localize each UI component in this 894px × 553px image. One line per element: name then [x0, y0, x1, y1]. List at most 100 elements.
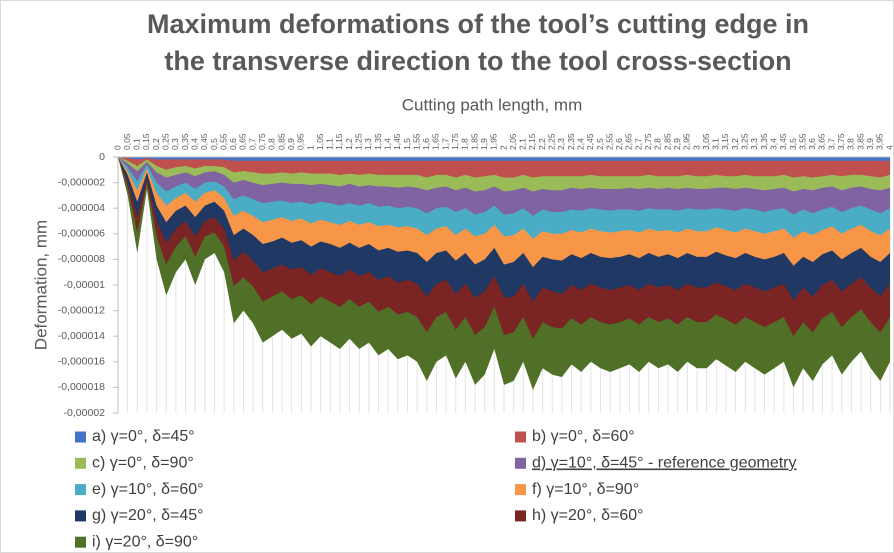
y-tick-label: -0,00002 [64, 407, 106, 419]
x-tick-label: 2,15 [527, 133, 537, 150]
y-tick-label: -0,000004 [58, 202, 105, 214]
x-tick-label: 2,85 [662, 133, 672, 150]
legend-label: h) γ=20°, δ=60° [532, 507, 644, 524]
x-tick-label: 1,75 [450, 133, 460, 150]
x-tick-label: 0,85 [276, 133, 286, 150]
area [118, 157, 890, 161]
legend-label: f) γ=10°, δ=90° [532, 481, 639, 498]
x-tick-label: 3,8 [846, 138, 856, 150]
x-tick-label: 0,35 [180, 133, 190, 150]
x-tick-label: 2,4 [575, 138, 585, 150]
legend-swatch [75, 457, 86, 469]
x-tick-label: 0,6 [228, 138, 238, 150]
x-tick-label: 3,75 [836, 133, 846, 150]
x-axis-title: Cutting path length, mm [402, 95, 582, 114]
x-tick-label: 0,4 [189, 138, 199, 150]
x-tick-label: 3,35 [759, 133, 769, 150]
x-tick-label: 0 [112, 145, 122, 150]
x-tick-label: 3,25 [740, 133, 750, 150]
x-tick-label: 2,95 [682, 133, 692, 150]
x-tick-label: 1,1 [325, 138, 335, 150]
x-tick-label: 0,25 [161, 133, 171, 150]
x-tick-label: 0,5 [209, 138, 219, 150]
x-tick-label: 2,6 [614, 138, 624, 150]
x-tick-label: 1,8 [460, 138, 470, 150]
x-tick-label: 1,45 [392, 133, 402, 150]
x-tick-label: 1,15 [334, 133, 344, 150]
x-tick-label: 1,65 [431, 133, 441, 150]
x-tick-label: 1,3 [363, 138, 373, 150]
x-tick-label: 1,2 [344, 138, 354, 150]
x-tick-label: 3,05 [701, 133, 711, 150]
y-tick-label: -0,000008 [58, 253, 105, 265]
legend-label: c) γ=0°, δ=90° [92, 455, 194, 472]
legend-label: i) γ=20°, δ=90° [92, 533, 198, 550]
x-tick-label: 1,05 [315, 133, 325, 150]
x-tick-label: 1,4 [382, 138, 392, 150]
x-tick-label: 0,55 [218, 133, 228, 150]
chart-title: the transverse direction to the tool cro… [164, 46, 791, 76]
y-tick-label: 0 [99, 151, 105, 163]
x-tick-label: 2,55 [604, 133, 614, 150]
legend-label: g) γ=20°, δ=45° [92, 507, 204, 524]
x-tick-label: 1,6 [421, 138, 431, 150]
x-tick-label: 2,8 [653, 138, 663, 150]
y-tick-label: -0,000012 [58, 304, 105, 316]
x-tick-label: 2,45 [585, 133, 595, 150]
x-tick-label: 0,45 [199, 133, 209, 150]
legend-swatch [75, 484, 86, 496]
legend-swatch [515, 484, 526, 496]
x-tick-label: 2,7 [633, 138, 643, 150]
x-tick-label: 3,45 [778, 133, 788, 150]
x-tick-label: 1,9 [479, 138, 489, 150]
x-tick-label: 1,85 [469, 133, 479, 150]
x-tick-label: 0,15 [141, 133, 151, 150]
x-tick-label: 1,5 [402, 138, 412, 150]
x-tick-label: 0,7 [247, 138, 257, 150]
x-tick-label: 2,05 [508, 133, 518, 150]
x-tick-label: 3,55 [797, 133, 807, 150]
y-tick-label: -0,000006 [58, 228, 105, 240]
y-tick-label: -0,00001 [64, 279, 106, 291]
x-tick-label: 0,3 [170, 138, 180, 150]
x-tick-label: 0,1 [132, 138, 142, 150]
x-tick-label: 2,3 [556, 138, 566, 150]
x-tick-label: 1,7 [440, 138, 450, 150]
x-tick-label: 1,55 [411, 133, 421, 150]
x-tick-label: 4 [884, 145, 894, 150]
x-tick-label: 3,4 [768, 138, 778, 150]
x-tick-label: 3 [691, 145, 701, 150]
area [118, 157, 890, 178]
x-tick-label: 0,65 [238, 133, 248, 150]
x-tick-label: 0,9 [286, 138, 296, 150]
legend-swatch [515, 457, 526, 469]
legend-label: d) γ=10°, δ=45° - reference geometry [532, 455, 797, 472]
x-tick-label: 3,5 [788, 138, 798, 150]
x-tick-label: 3,65 [817, 133, 827, 150]
y-tick-label: -0,000018 [58, 381, 105, 393]
x-tick-label: 1,25 [354, 133, 364, 150]
x-tick-label: 2,2 [537, 138, 547, 150]
legend-swatch [75, 510, 86, 522]
x-tick-label: 3,95 [875, 133, 885, 150]
legend-swatch [75, 536, 86, 548]
x-tick-label: 1 [305, 145, 315, 150]
legend-label: a) γ=0°, δ=45° [92, 428, 195, 445]
x-tick-label: 2,9 [672, 138, 682, 150]
x-tick-label: 2,1 [518, 138, 528, 150]
x-tick-label: 3,7 [826, 138, 836, 150]
x-tick-label: 1,95 [489, 133, 499, 150]
legend-swatch [75, 431, 86, 443]
x-tick-label: 3,1 [711, 138, 721, 150]
x-tick-label: 0,2 [151, 138, 161, 150]
x-tick-label: 2,25 [547, 133, 557, 150]
y-tick-label: -0,000002 [58, 176, 105, 188]
x-tick-label: 3,9 [865, 138, 875, 150]
x-tick-label: 2,35 [566, 133, 576, 150]
x-tick-label: 0,75 [257, 133, 267, 150]
x-tick-label: 2,75 [643, 133, 653, 150]
y-tick-label: -0,000014 [58, 330, 105, 342]
x-tick-label: 3,85 [855, 133, 865, 150]
x-tick-label: 0,95 [296, 133, 306, 150]
